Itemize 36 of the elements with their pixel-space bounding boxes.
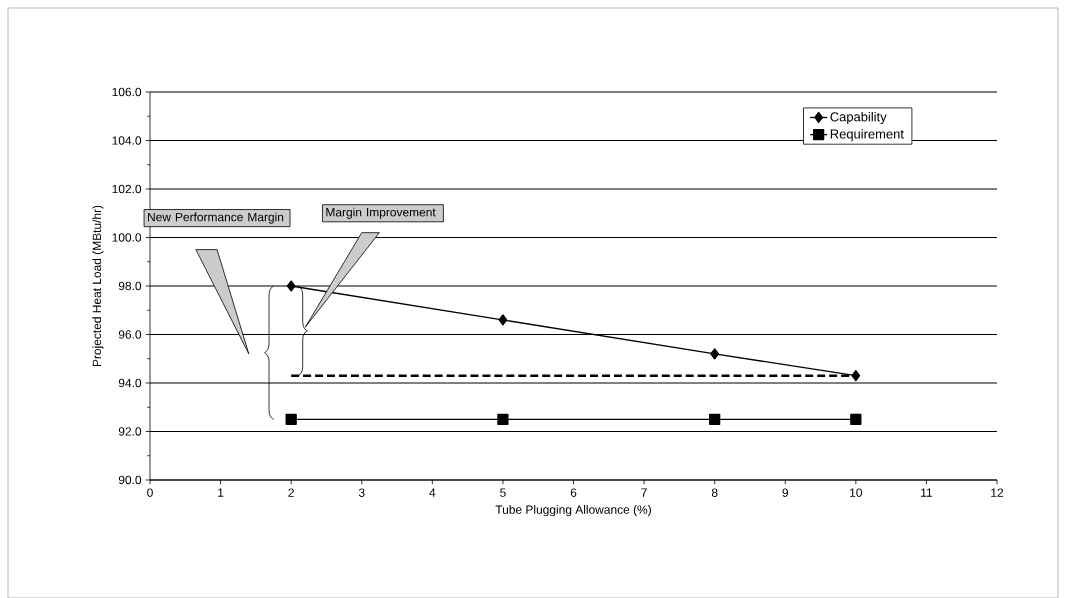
x-tick-label: 5 <box>500 488 506 497</box>
point <box>709 413 721 425</box>
y-tick-label: 100.0 <box>112 233 142 242</box>
x-tick-label: 4 <box>429 488 436 497</box>
point <box>851 369 861 382</box>
x-tick-label: 6 <box>570 488 577 497</box>
y-tick-label: 106.0 <box>112 87 142 97</box>
x-tick-label: 12 <box>991 488 1004 497</box>
annotation: Margin Improvement <box>326 207 436 219</box>
x-tick-label: 8 <box>711 488 718 497</box>
point <box>286 280 296 292</box>
x-tick-label: 2 <box>288 488 294 497</box>
x-tick-label: 11 <box>921 488 933 497</box>
x-tick-label: 0 <box>147 488 153 497</box>
y-tick-label: 98.0 <box>118 281 142 291</box>
y-tick-label: 92.0 <box>118 427 142 436</box>
point <box>285 413 297 425</box>
y-tick-label: 90.0 <box>118 475 142 485</box>
x-axis-title: Tube Plugging Allowance (%) <box>495 504 651 517</box>
x-tick-label: 3 <box>358 488 365 497</box>
legend-label: Capability <box>830 111 887 124</box>
y-tick-label: 94.0 <box>118 378 142 388</box>
point <box>498 314 508 326</box>
x-tick-label: 7 <box>641 488 647 497</box>
legend-label: Requirement <box>830 128 904 141</box>
y-axis-title: Projected Heat Load (MBtu/hr) <box>92 205 104 366</box>
y-tick-label: 102.0 <box>112 184 142 194</box>
y-tick-label: 96.0 <box>118 330 142 339</box>
point <box>710 348 720 360</box>
point <box>497 413 509 425</box>
point <box>850 413 862 425</box>
x-tick-label: 1 <box>218 488 224 497</box>
x-tick-label: 9 <box>782 488 789 497</box>
annotation: New Performance Margin <box>148 212 284 224</box>
x-tick-label: 10 <box>850 488 863 497</box>
y-tick-label: 104.0 <box>112 136 142 145</box>
